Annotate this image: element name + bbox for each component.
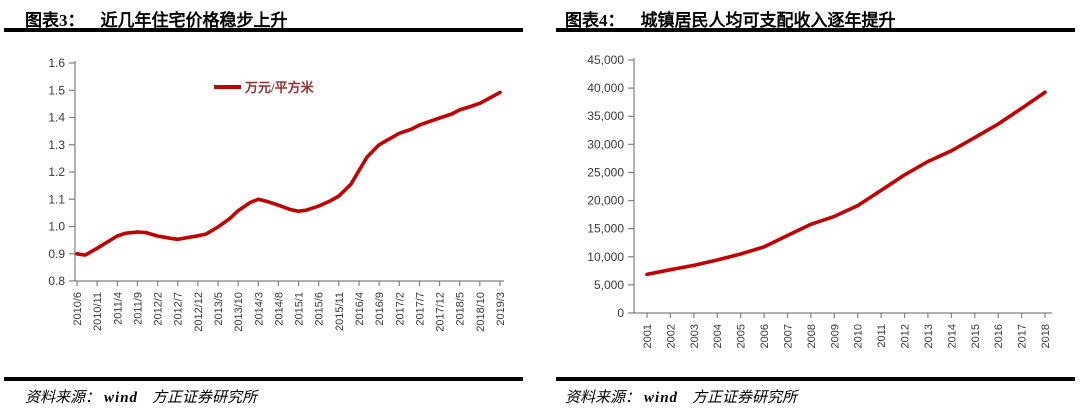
x-tick-label: 2003 [689,324,701,348]
figure-title: 城镇居民人均可支配收入逐年提升 [640,11,896,30]
x-tick-label: 2010 [853,324,865,348]
x-tick-label: 2015/6 [314,292,326,326]
y-tick-label: 1.2 [48,165,65,179]
y-tick-label: 20,000 [587,194,624,208]
x-tick-label: 2008 [806,324,818,348]
line-chart-disposable-income: 0 5,000 10,000 15,000 20,000 25,000 30,000 35,0… [587,53,1052,348]
source-org: 方正证券研究所 [152,390,258,406]
source-prefix: 资料来源： [565,390,641,406]
y-tick-label: 0.9 [48,247,65,261]
y-tick-label: 1.5 [48,83,65,97]
source-line: 资料来源： wind 方正证券研究所 [25,386,257,407]
figure-label: 图表4： [565,11,625,30]
y-tick-label: 35,000 [587,109,624,123]
x-tick-label: 2013/10 [233,292,245,332]
x-tick-label: 2012/12 [193,292,205,332]
x-tick-label: 2018/5 [455,292,467,326]
legend-label: 万元/平方米 [245,80,314,95]
panel-housing-price: 图表3： 近几年住宅价格稳步上升 0.8 0.9 1.0 1.1 1.2 1.3 1.4 1.5… [4,6,523,407]
x-tick-label: 2014 [946,324,958,348]
y-tick-label: 1.4 [48,111,65,125]
y-tick-label: 25,000 [587,165,624,179]
x-tick-label: 2014/3 [253,292,265,326]
y-tick-label: 1.6 [48,56,65,70]
x-tick-label: 2013 [923,324,935,348]
x-tick-label: 2018 [1040,324,1052,348]
x-tick-label: 2012/2 [153,292,165,326]
y-tick-label: 45,000 [587,53,624,67]
x-tick-label: 2011/4 [112,292,124,325]
legend-line-swatch [214,84,241,89]
x-tick-label: 2014/8 [273,292,285,326]
x-tick-label: 2016/9 [374,292,386,326]
y-tick-label: 10,000 [587,250,624,264]
y-tick-label: 40,000 [587,81,624,95]
x-tick-label: 2006 [759,324,771,348]
figure-title: 近几年住宅价格稳步上升 [100,11,288,30]
x-tick-label: 2012 [900,324,912,348]
panel-disposable-income: 图表4： 城镇居民人均可支配收入逐年提升 0 5,000 10,000 15,000 20… [540,0,1080,419]
footer-rule [4,377,523,381]
y-tick-label: 0 [617,306,624,320]
x-tick-label: 2002 [665,324,677,348]
figure-header: 图表3： 近几年住宅价格稳步上升 [25,6,520,31]
x-tick-label: 2010/6 [72,292,84,326]
header-rule [556,28,1075,32]
x-tick-label: 2001 [642,324,654,348]
x-tick-label: 2016 [993,324,1005,348]
x-tick-label: 2018/10 [475,292,487,332]
x-tick-label: 2009 [829,324,841,348]
figure-label: 图表3： [25,11,85,30]
x-tick-label: 2017 [1017,324,1029,348]
x-tick-label: 2015/11 [334,292,346,331]
line-chart-housing-price: 0.8 0.9 1.0 1.1 1.2 1.3 1.4 1.5 1.6 2010/6 2010/11… [48,56,507,332]
x-tick-label: 2005 [736,324,748,348]
source-vendor: wind [104,390,139,406]
x-tick-label: 2010/11 [92,292,104,331]
source-org: 方正证券研究所 [692,390,798,406]
y-tick-label: 1.0 [48,220,65,234]
source-line: 资料来源： wind 方正证券研究所 [565,386,797,407]
x-tick-label: 2015 [970,324,982,348]
chart-legend: 万元/平方米 [214,77,314,96]
x-tick-label: 2016/4 [354,292,366,326]
x-tick-label: 2017/7 [414,292,426,326]
figure-header: 图表4： 城镇居民人均可支配收入逐年提升 [565,6,1060,31]
x-tick-label: 2017/12 [435,292,447,332]
x-tick-label: 2004 [712,324,724,348]
header-rule [4,28,523,32]
y-tick-label: 0.8 [48,274,65,288]
x-tick-label: 2007 [782,324,794,348]
x-tick-label: 2017/2 [394,292,406,326]
source-vendor: wind [644,390,679,406]
footer-rule [556,377,1075,381]
y-tick-label: 15,000 [587,222,624,236]
series-line [75,90,502,257]
x-tick-label: 2013/5 [213,292,225,326]
x-tick-label: 2012/7 [173,292,185,326]
y-tick-label: 5,000 [594,278,624,292]
y-tick-label: 1.1 [48,192,65,206]
x-tick-label: 2011 [876,324,888,348]
x-tick-label: 2015/1 [294,292,306,326]
y-tick-label: 30,000 [587,137,624,151]
y-tick-label: 1.3 [48,138,65,152]
series-line [645,90,1047,277]
x-tick-label: 2019/3 [495,292,507,326]
source-prefix: 资料来源： [25,390,101,406]
x-tick-label: 2011/9 [132,292,144,325]
